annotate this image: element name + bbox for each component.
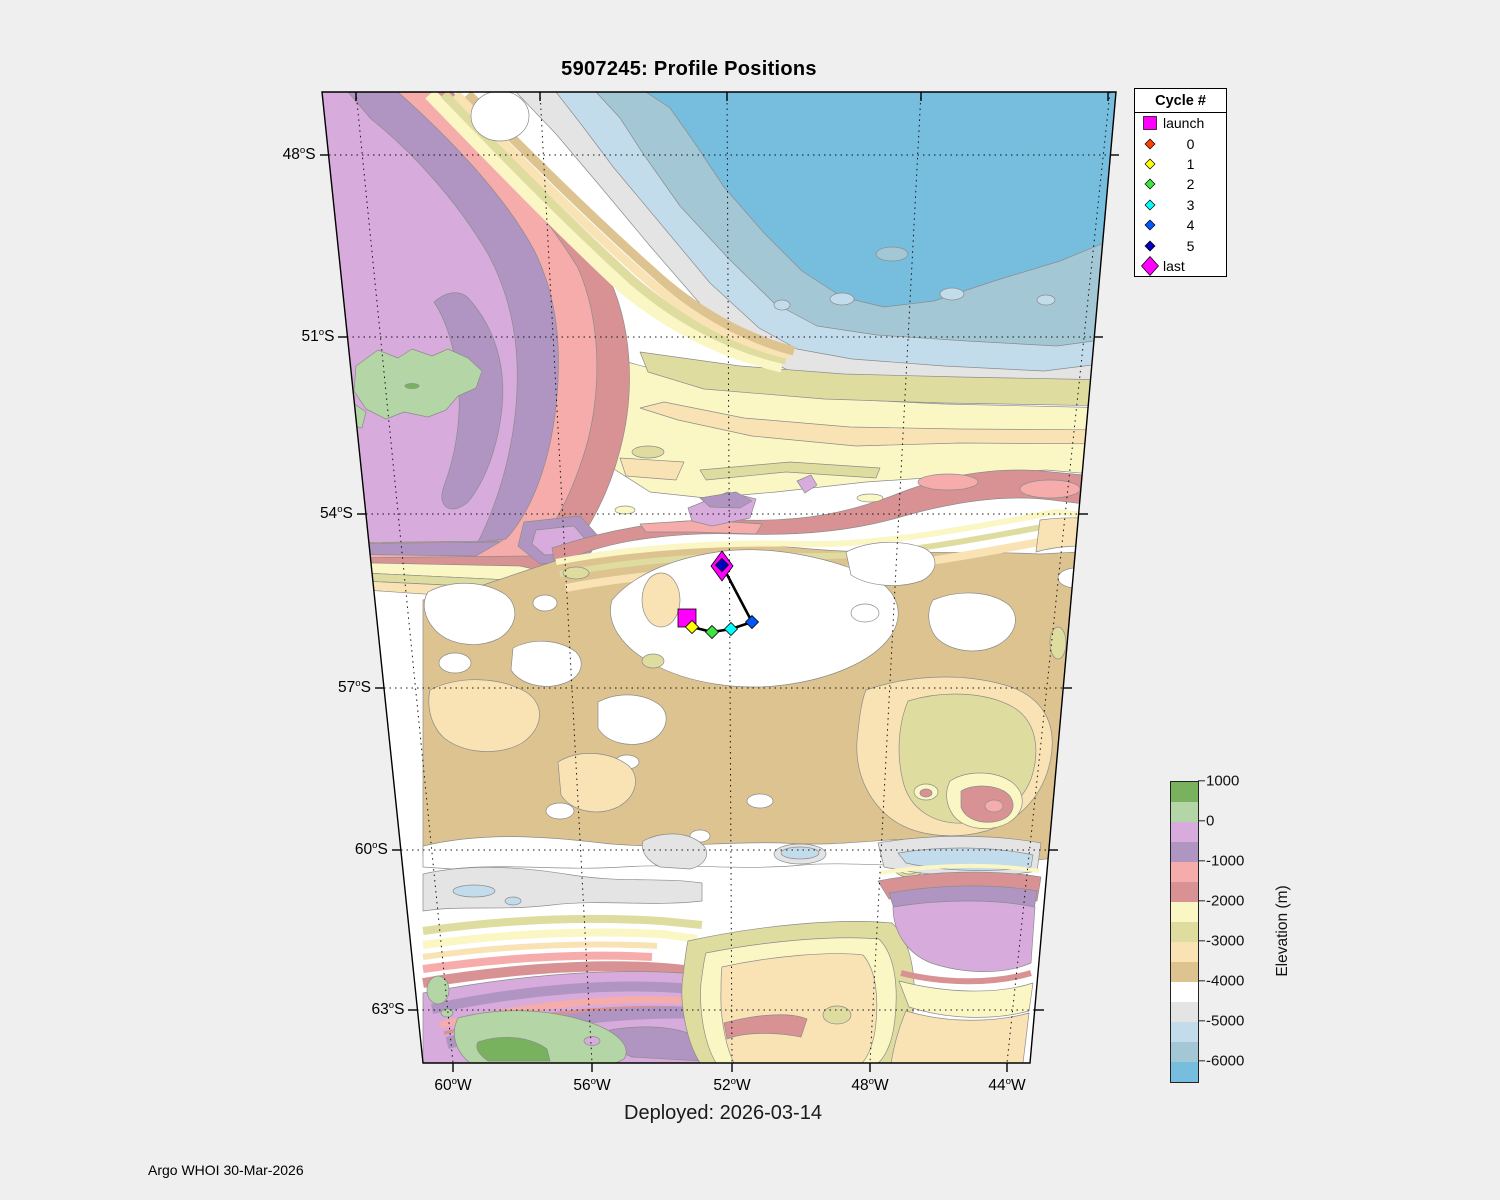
legend-marker <box>1139 134 1161 154</box>
lat-tick-label: 48oS <box>282 144 316 163</box>
cycle-legend: Cycle # launch 0 1 2 3 4 5 last <box>1134 88 1227 278</box>
colorbar-segment <box>1171 1002 1198 1022</box>
diamond-marker-icon <box>1144 138 1156 150</box>
colorbar-segment <box>1171 902 1198 922</box>
colorbar-tick-label: -3000 <box>1206 932 1245 950</box>
colorbar-tick-label: -5000 <box>1206 1012 1245 1030</box>
colorbar-segment <box>1171 942 1198 962</box>
colorbar-segment <box>1171 882 1198 902</box>
colorbar-tick-label: -2000 <box>1206 892 1245 910</box>
legend-item-launch: launch <box>1135 113 1226 133</box>
graticule <box>329 92 1111 1063</box>
legend-marker <box>1139 255 1161 276</box>
lon-tick-label: 56oW <box>573 1075 611 1094</box>
colorbar-segment <box>1171 822 1198 842</box>
contour-region-falkland-islands <box>353 348 483 420</box>
colorbar-tick <box>1198 820 1205 822</box>
lat-tick-label: 51oS <box>301 326 335 345</box>
legend-marker <box>1139 174 1161 194</box>
lat-tick-label: 63oS <box>371 999 405 1018</box>
colorbar-tick-label: -6000 <box>1206 1052 1245 1070</box>
diamond-marker-icon <box>1144 199 1156 211</box>
lat-tick-label: 60oS <box>354 839 388 858</box>
legend-marker <box>1139 215 1161 235</box>
lon-tick-label: 48oW <box>851 1075 889 1094</box>
legend-item-0: 0 <box>1135 133 1226 153</box>
diamond-marker-icon <box>1144 219 1156 231</box>
colorbar-tick-label: -1000 <box>1206 852 1245 870</box>
elevation-colorbar <box>1170 781 1199 1083</box>
track-marker-4 <box>744 614 760 630</box>
colorbar-tick <box>1198 860 1205 862</box>
colorbar-segment <box>1171 802 1198 822</box>
lat-tick-label: 57oS <box>338 677 371 696</box>
legend-item-5: 5 <box>1135 235 1226 255</box>
axis-ticks <box>320 92 1119 1072</box>
lat-tick-label: 54oS <box>319 503 353 522</box>
colorbar-tick-label: -4000 <box>1206 972 1245 990</box>
legend-marker <box>1139 113 1161 133</box>
colorbar-tick-label: 1000 <box>1206 772 1240 790</box>
colorbar-segment <box>1171 1042 1198 1062</box>
legend-item-label: 1 <box>1186 155 1195 172</box>
colorbar-segment <box>1171 1062 1198 1082</box>
float-track-markers <box>677 550 760 640</box>
legend-item-3: 3 <box>1135 195 1226 215</box>
track-marker-2 <box>704 624 720 640</box>
lon-tick-label: 60oW <box>434 1075 472 1094</box>
track-marker-3 <box>723 621 739 637</box>
diamond-marker-icon <box>1144 178 1156 190</box>
colorbar-segment <box>1171 922 1198 942</box>
colorbar-tick <box>1198 1060 1205 1062</box>
diamond-marker-icon <box>1144 158 1156 170</box>
colorbar-segment <box>1171 862 1198 882</box>
track-marker-5 <box>714 557 730 573</box>
legend-marker <box>1139 195 1161 215</box>
colorbar-axis-label: Elevation (m) <box>1274 885 1291 977</box>
legend-item-label: 2 <box>1186 176 1195 193</box>
legend-marker <box>1139 154 1161 174</box>
colorbar-segment <box>1171 842 1198 862</box>
lon-tick-label: 52oW <box>713 1075 751 1094</box>
diamond-large-marker-icon <box>1141 255 1159 276</box>
legend-item-label: 3 <box>1186 196 1195 213</box>
map-frame <box>321 91 1117 1064</box>
colorbar-tick <box>1198 900 1205 902</box>
legend-item-last: last <box>1135 255 1226 276</box>
legend-marker <box>1139 236 1161 256</box>
colorbar-tick-label: 0 <box>1206 812 1215 830</box>
square-marker-icon <box>1143 116 1157 131</box>
page-title: 5907245: Profile Positions <box>561 58 817 80</box>
legend-item-label: 0 <box>1186 135 1195 152</box>
colorbar-segment <box>1171 1022 1198 1042</box>
legend-item-2: 2 <box>1135 174 1226 194</box>
colorbar-segment <box>1171 782 1198 802</box>
legend-item-label: 4 <box>1186 217 1195 234</box>
lon-tick-label: 44oW <box>988 1075 1026 1094</box>
legend-rows: launch 0 1 2 3 4 5 last <box>1135 113 1226 276</box>
contour-layers <box>322 92 1116 1063</box>
legend-title: Cycle # <box>1135 89 1226 113</box>
diamond-marker-icon <box>1144 240 1156 252</box>
colorbar-tick <box>1198 980 1205 982</box>
track-marker-1 <box>684 619 700 635</box>
legend-item-1: 1 <box>1135 154 1226 174</box>
legend-item-label: launch <box>1163 115 1205 132</box>
colorbar-segment <box>1171 962 1198 982</box>
credit-text: Argo WHOI 30-Mar-2026 <box>148 1162 304 1178</box>
colorbar-tick <box>1198 1020 1205 1022</box>
colorbar-tick <box>1198 940 1205 942</box>
deployed-date-label: Deployed: 2026-03-14 <box>624 1102 822 1124</box>
colorbar-segment <box>1171 982 1198 1002</box>
legend-item-label: 5 <box>1186 237 1195 254</box>
legend-item-4: 4 <box>1135 215 1226 235</box>
colorbar-tick <box>1198 780 1205 782</box>
legend-item-label: last <box>1163 257 1185 274</box>
